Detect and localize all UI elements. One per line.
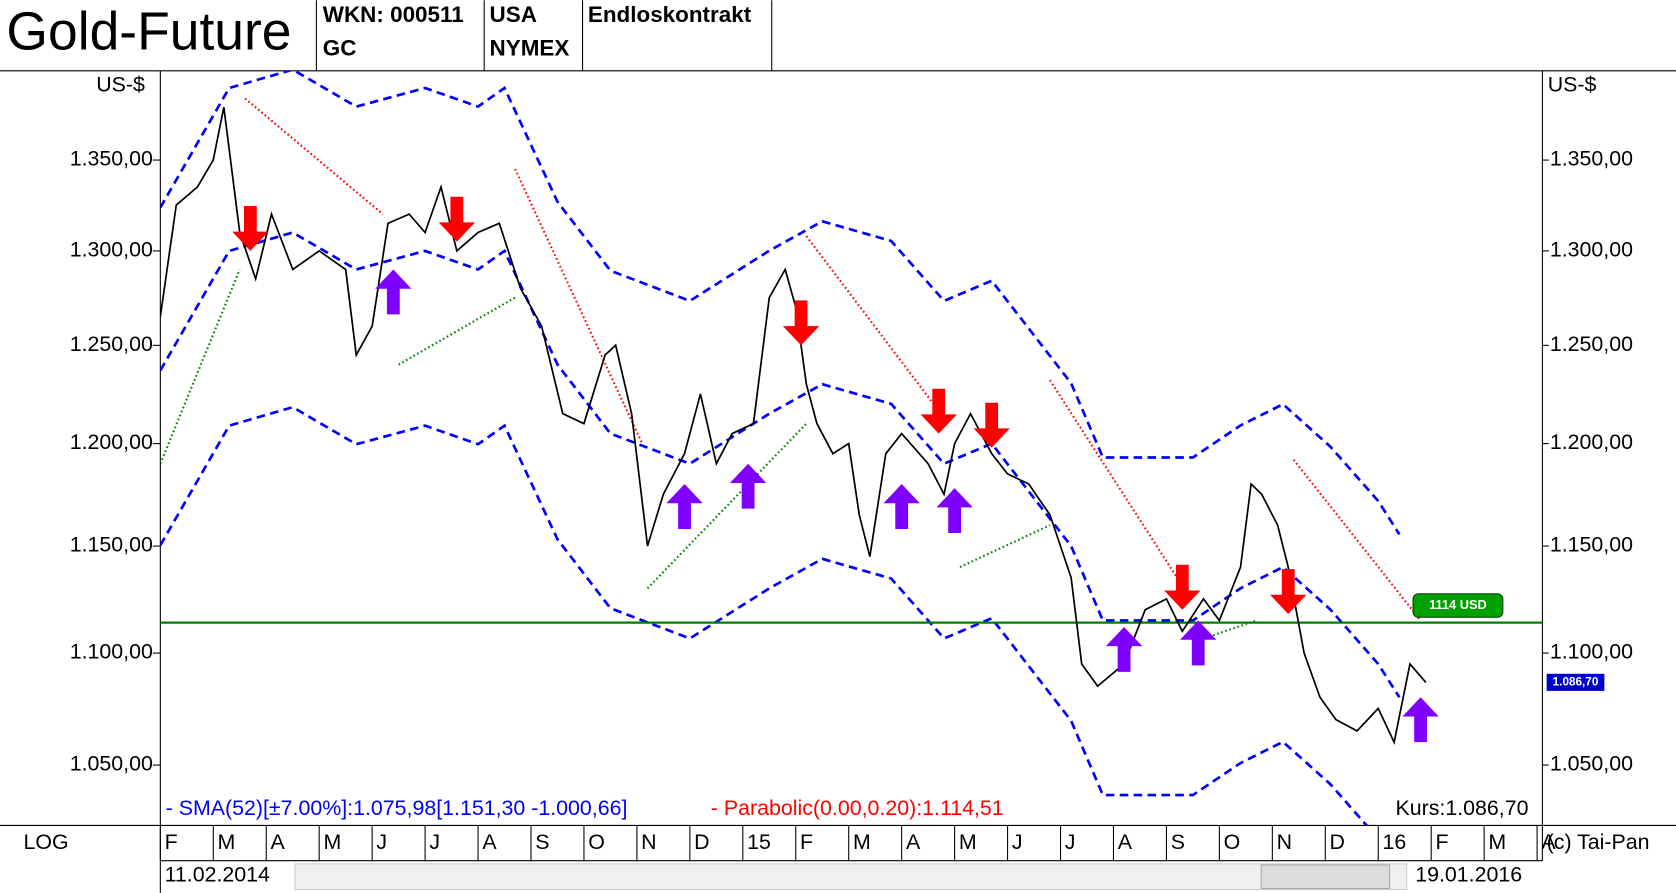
sar-falling — [244, 97, 1422, 622]
x-tick-label: O — [588, 830, 605, 854]
sell-arrow — [232, 206, 269, 251]
y-unit-right: US-$ — [1548, 72, 1597, 96]
y-tick-label-right: 1.350,00 — [1550, 147, 1633, 171]
x-tick-label: J — [376, 830, 387, 854]
sma-upper — [160, 70, 1401, 536]
copyright: (c) Tai-Pan — [1547, 830, 1650, 854]
sell-arrow — [782, 300, 820, 346]
plot-area — [160, 70, 1543, 826]
x-tick-label: F — [165, 830, 178, 854]
last-price-text: Kurs:1.086,70 — [1395, 796, 1528, 820]
y-tick-label-right: 1.200,00 — [1550, 430, 1633, 454]
x-tick-label: A — [482, 830, 497, 854]
x-tick-label: M — [853, 830, 871, 854]
x-tick-label: M — [323, 830, 341, 854]
x-tick-label: J — [1065, 830, 1076, 854]
y-tick-label: 1.050,00 — [70, 752, 153, 776]
buy-arrow — [883, 484, 920, 529]
y-tick-label-right: 1.150,00 — [1550, 533, 1633, 557]
sell-arrow — [438, 196, 476, 242]
buy-arrow — [936, 488, 973, 534]
buy-arrow — [729, 463, 767, 509]
sell-arrow — [920, 388, 957, 434]
symbol: GC — [323, 35, 357, 60]
x-tick-label: 15 — [747, 830, 771, 854]
buy-arrow — [1180, 620, 1217, 666]
x-tick-label: S — [535, 830, 549, 854]
x-tick-label: A — [271, 830, 286, 854]
price-level-label: 1114 USD — [1429, 597, 1487, 612]
exchange: NYMEX — [490, 35, 570, 60]
buy-arrow — [1105, 626, 1143, 672]
sell-arrow — [1270, 569, 1307, 614]
x-tick-label: D — [1330, 830, 1345, 854]
scale-mode: LOG — [24, 830, 69, 854]
x-tick-label: S — [1171, 830, 1185, 854]
legend-parabolic: - Parabolic(0.00,0.20):1.114,51 — [711, 796, 1004, 820]
x-tick-label: J — [1012, 830, 1023, 854]
y-tick-label-right: 1.100,00 — [1550, 640, 1633, 664]
x-tick-label: 16 — [1383, 830, 1407, 854]
y-tick-label: 1.250,00 — [70, 332, 153, 356]
y-tick-label-right: 1.050,00 — [1550, 752, 1633, 776]
y-tick-label: 1.100,00 — [70, 640, 153, 664]
price-line — [160, 106, 1427, 745]
x-tick-label: D — [694, 830, 709, 854]
buy-arrow — [375, 269, 412, 315]
buy-arrow — [666, 484, 703, 529]
y-tick-label-right: 1.300,00 — [1550, 238, 1633, 262]
x-tick-label: J — [429, 830, 440, 854]
sma-middle — [160, 231, 1401, 698]
legend-sma: - SMA(52)[±7.00%]:1.075,98[1.151,30 -1.0… — [166, 796, 628, 820]
title: Gold-Future — [6, 3, 291, 62]
x-tick-label: M — [218, 830, 236, 854]
x-tick-label: A — [1541, 830, 1556, 854]
x-tick-label: F — [800, 830, 813, 854]
y-unit: US-$ — [96, 72, 145, 96]
x-tick-label: A — [906, 830, 921, 854]
x-tick-label: M — [1488, 830, 1506, 854]
x-tick-label: O — [1224, 830, 1241, 854]
last-price-label: 1.086,70 — [1553, 675, 1599, 688]
y-tick-label: 1.300,00 — [70, 238, 153, 262]
y-tick-label: 1.150,00 — [70, 533, 153, 557]
y-tick-label: 1.200,00 — [70, 430, 153, 454]
sell-arrow — [1164, 564, 1201, 610]
country: USA — [490, 2, 537, 27]
x-tick-label: M — [959, 830, 977, 854]
contract: Endloskontrakt — [588, 2, 752, 27]
x-tick-label: F — [1435, 830, 1448, 854]
buy-arrow — [1402, 697, 1439, 743]
price-level-badge — [1412, 593, 1504, 618]
x-tick-label: A — [1118, 830, 1133, 854]
wkn: WKN: 000511 — [323, 2, 464, 27]
sell-arrow — [973, 402, 1010, 448]
y-tick-label-right: 1.250,00 — [1550, 332, 1633, 356]
x-tick-label: N — [1277, 830, 1292, 854]
x-tick-label: N — [641, 830, 656, 854]
last-price-badge — [1546, 673, 1605, 691]
end-date: 19.01.2016 — [1415, 862, 1522, 886]
y-tick-label: 1.350,00 — [70, 147, 153, 171]
start-date: 11.02.2014 — [165, 862, 270, 886]
sar-rising — [160, 269, 1257, 644]
scrollbar[interactable] — [294, 863, 1408, 891]
sma-lower — [160, 405, 1369, 826]
